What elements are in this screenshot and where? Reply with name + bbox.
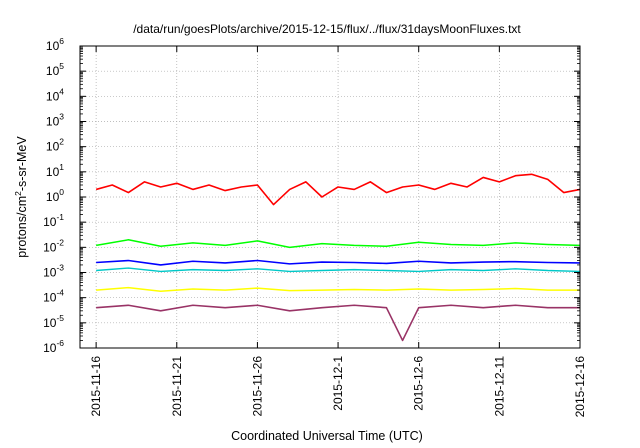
x-tick-label: 2015-12-6 <box>412 356 426 411</box>
y-tick-label: 101 <box>46 162 64 179</box>
series-line-5 <box>96 286 580 292</box>
series-line-4 <box>96 259 581 266</box>
y-tick-label: 106 <box>46 36 64 53</box>
y-tick-label: 10-1 <box>43 212 64 229</box>
y-tick-label: 10-4 <box>43 288 64 305</box>
series-layer <box>95 173 581 342</box>
y-tick-label: 102 <box>46 137 64 154</box>
y-tick-label: 103 <box>46 112 64 129</box>
x-tick-label: 2015-12-16 <box>573 356 587 418</box>
y-tick-label: 10-5 <box>43 313 64 330</box>
x-tick-label: 2015-11-16 <box>89 356 103 417</box>
series-line-6 <box>96 304 580 342</box>
x-tick-label: 2015-12-1 <box>331 356 345 411</box>
x-axis-ticks: 2015-11-16 2015-11-21 2015-11-26 2015-12-1 2… <box>89 46 587 417</box>
y-tick-label: 100 <box>46 187 64 204</box>
y-axis-label: protons/cm2-s-sr-MeV <box>13 136 29 258</box>
x-tick-label: 2015-11-21 <box>170 356 184 417</box>
x-tick-label: 2015-12-11 <box>492 356 506 417</box>
y-tick-label: 10-2 <box>43 237 64 254</box>
y-tick-label: 104 <box>46 86 64 103</box>
chart-title: /data/run/goesPlots/archive/2015-12-15/f… <box>133 22 521 36</box>
x-tick-label: 2015-11-26 <box>250 356 264 417</box>
y-tick-label: 10-3 <box>43 263 64 280</box>
y-tick-label: 105 <box>46 61 64 78</box>
y-tick-label: 10-6 <box>43 338 64 355</box>
y-axis-ticks: 10-6 10-5 10-4 10-3 10-2 10-1 100 101 102 103 104 1… <box>43 36 580 355</box>
series-line-2 <box>96 239 581 249</box>
series-line-1 <box>95 173 581 206</box>
grid <box>80 46 581 348</box>
x-axis-label: Coordinated Universal Time (UTC) <box>231 429 423 443</box>
series-line-3 <box>96 267 581 273</box>
